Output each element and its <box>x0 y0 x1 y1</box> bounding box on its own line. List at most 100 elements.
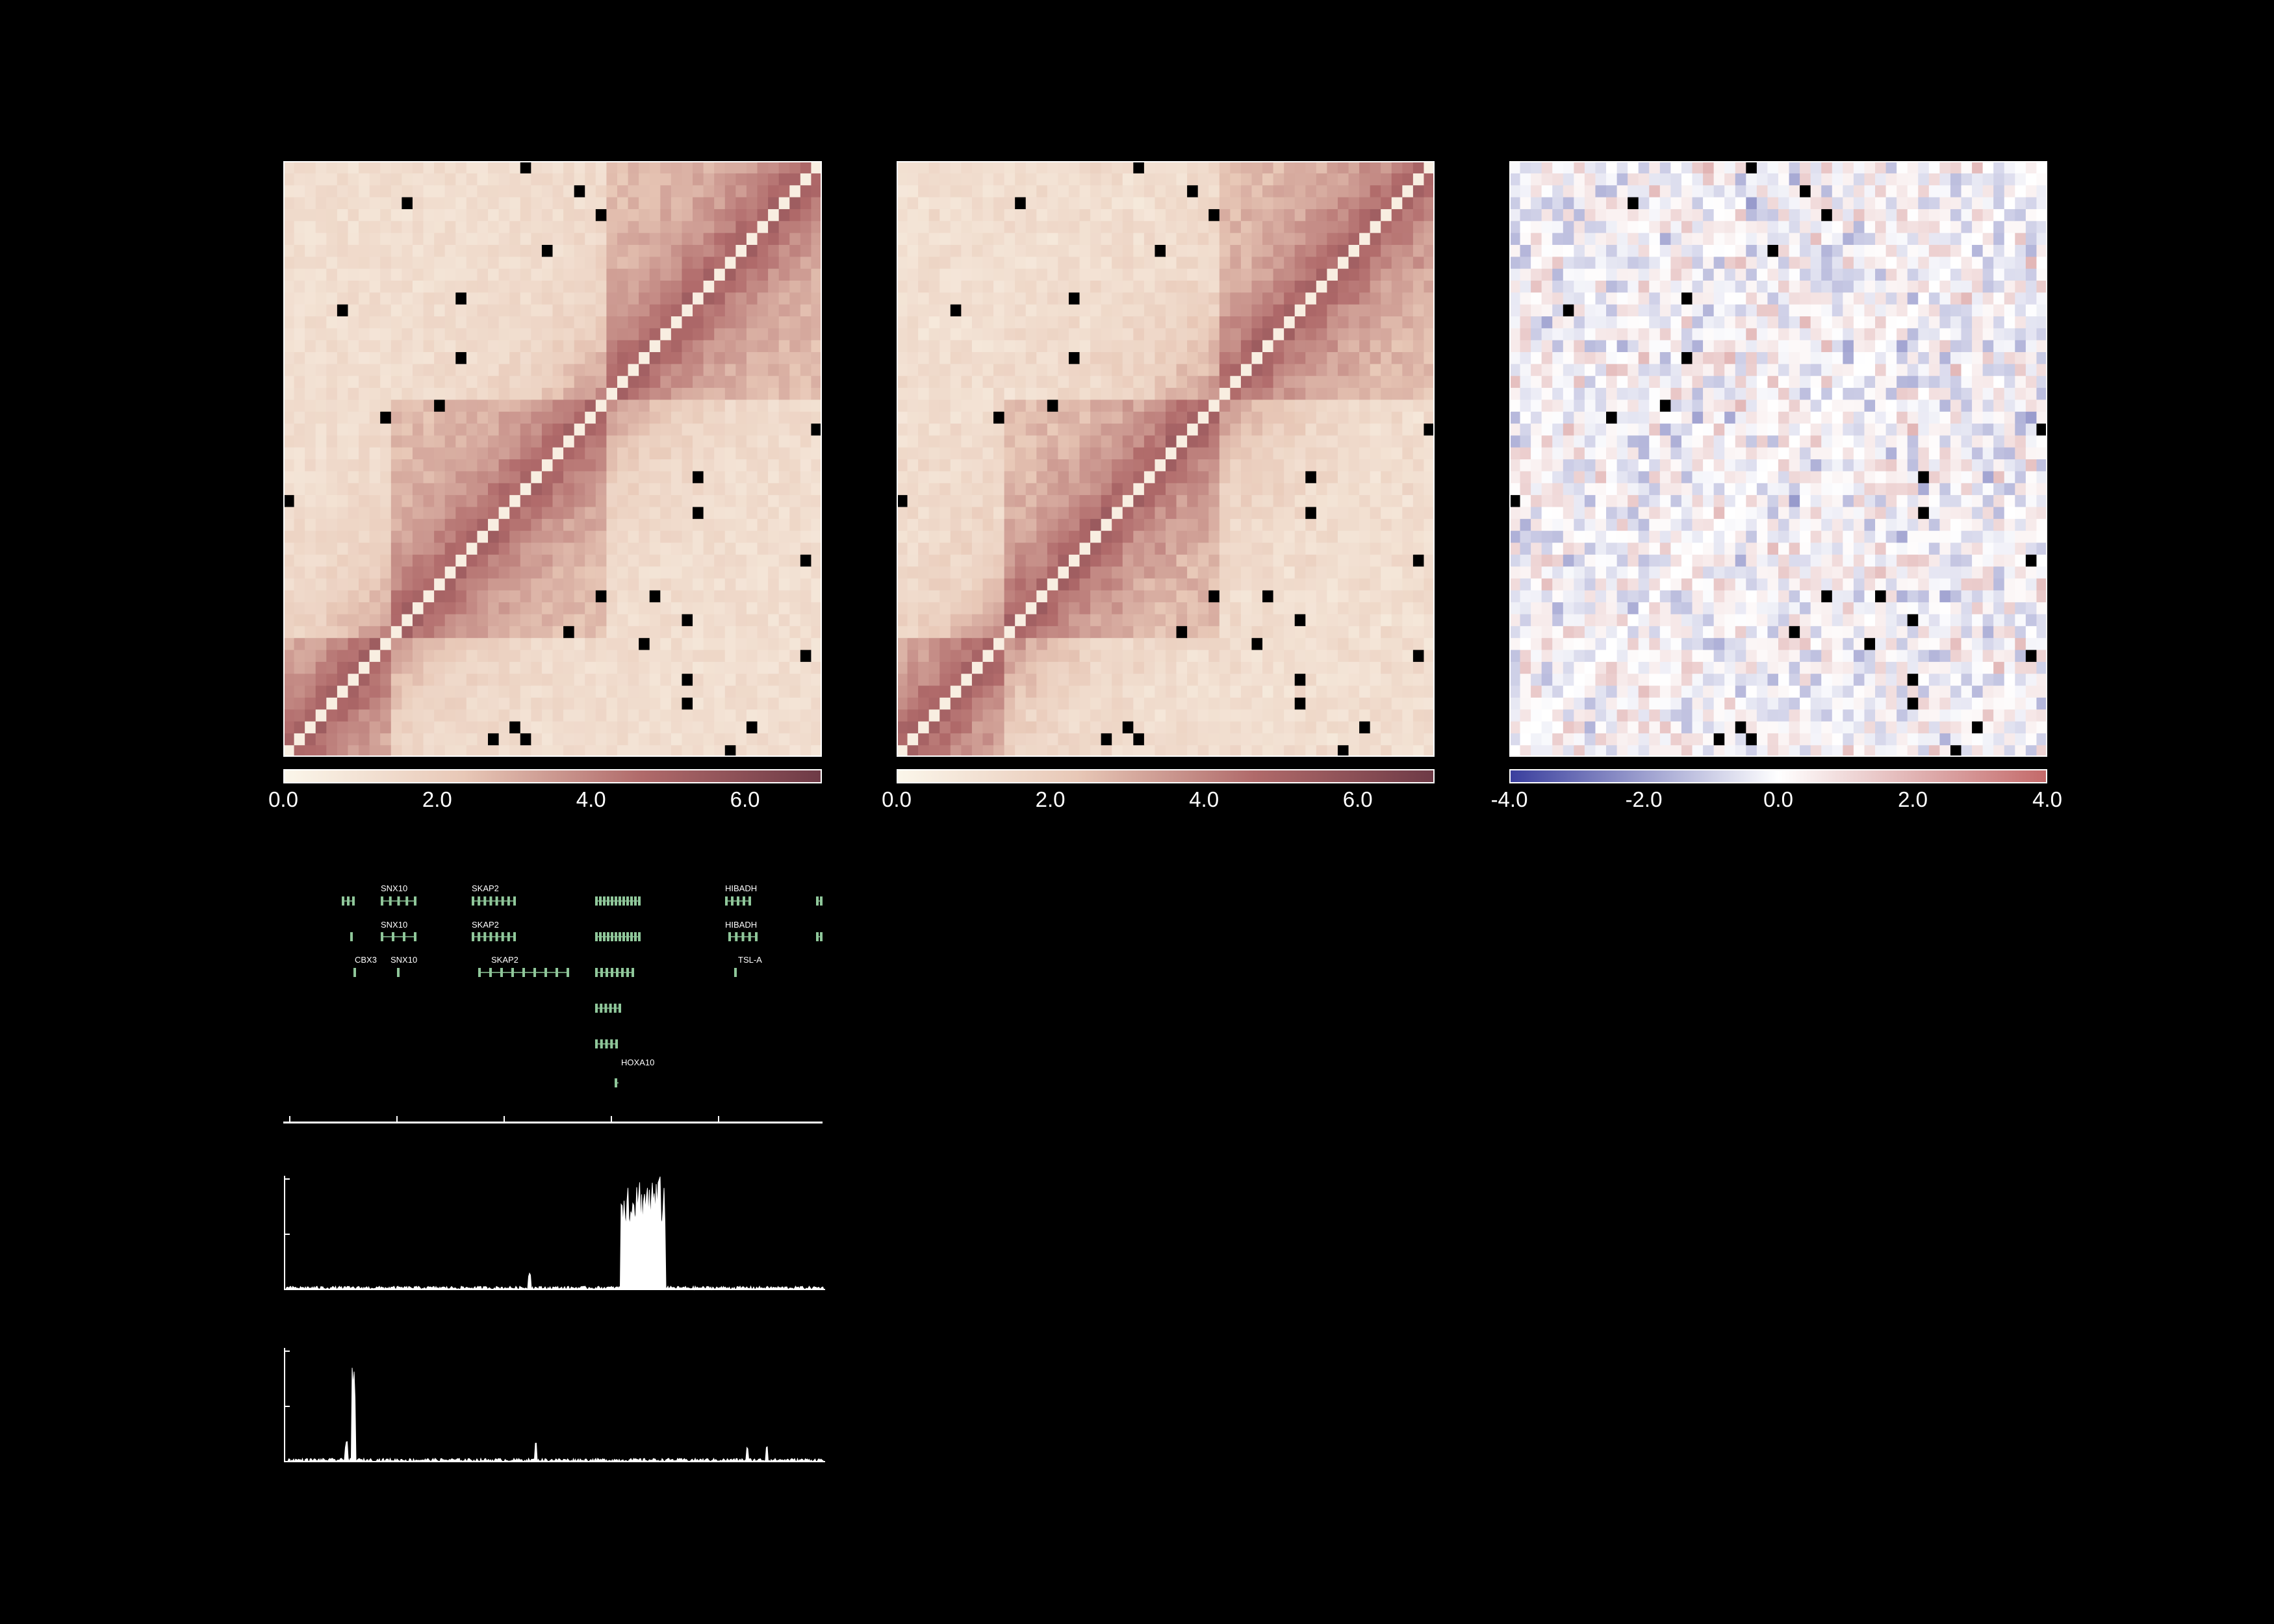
heatmap-cell <box>789 423 801 436</box>
heatmap-cell <box>693 316 704 329</box>
heatmap-cell <box>1143 720 1156 733</box>
heatmap-cell <box>488 304 500 317</box>
heatmap-cell <box>735 197 747 209</box>
heatmap-cell <box>1262 327 1274 340</box>
heatmap-cell <box>928 327 940 340</box>
heatmap-cell <box>1004 518 1016 531</box>
heatmap-cell <box>520 566 531 579</box>
heatmap-cell <box>1133 209 1145 222</box>
heatmap-cell <box>1251 411 1263 424</box>
heatmap-cell <box>380 268 392 281</box>
heatmap-cell <box>1402 518 1414 531</box>
heatmap-cell <box>1284 304 1296 317</box>
heatmap-cell <box>552 577 564 590</box>
heatmap-cell <box>520 244 531 257</box>
heatmap-cell <box>982 744 994 757</box>
heatmap-cell <box>1370 411 1381 424</box>
heatmap-cell <box>649 554 661 567</box>
heatmap-cell <box>1143 483 1156 496</box>
heatmap-cell <box>778 613 790 626</box>
heatmap-cell <box>1316 244 1327 257</box>
heatmap-cell <box>315 733 327 746</box>
heatmap-cell <box>703 518 715 531</box>
heatmap-cell <box>1262 661 1274 674</box>
heatmap-cell <box>1262 351 1274 364</box>
heatmap-cell <box>1036 173 1048 186</box>
heatmap-cell <box>1143 685 1156 698</box>
heatmap-cell <box>800 161 812 173</box>
heatmap-cell <box>757 256 769 269</box>
heatmap-cell <box>1284 542 1296 555</box>
heatmap-cell <box>1412 280 1425 293</box>
heatmap-cell <box>1047 530 1058 543</box>
heatmap-cell <box>660 399 672 412</box>
heatmap-cell <box>1155 292 1166 305</box>
heatmap-cell <box>1068 411 1080 424</box>
heatmap-cell <box>1230 530 1242 543</box>
heatmap-cell <box>907 375 919 388</box>
heatmap-cell <box>1112 340 1123 353</box>
heatmap-cell <box>1079 637 1091 650</box>
heatmap-cell <box>1412 209 1425 222</box>
heatmap-cell <box>1402 399 1414 412</box>
heatmap-cell <box>1036 351 1048 364</box>
heatmap-cell <box>1240 435 1253 448</box>
heatmap-cell <box>337 530 349 543</box>
heatmap-cell <box>1262 494 1274 507</box>
heatmap-cell <box>928 351 940 364</box>
heatmap-cell <box>1133 744 1145 757</box>
heatmap-cell <box>660 542 672 555</box>
heatmap-cell <box>897 518 908 531</box>
heatmap-cell <box>693 411 704 424</box>
heatmap-cell <box>1294 590 1306 603</box>
heatmap-cell <box>1025 590 1037 603</box>
heatmap-cell <box>1284 233 1296 245</box>
heatmap-cell <box>488 435 500 448</box>
heatmap-cell <box>768 447 780 460</box>
heatmap-cell <box>1112 423 1123 436</box>
heatmap-cell <box>1122 280 1134 293</box>
heatmap-cell <box>649 637 661 650</box>
heatmap-cell <box>939 590 951 603</box>
heatmap-cell <box>746 470 758 483</box>
heatmap-cell <box>305 161 316 173</box>
heatmap-cell <box>897 340 908 353</box>
heatmap-cell <box>283 506 295 519</box>
heatmap-cell <box>778 661 790 674</box>
heatmap-cell <box>714 459 726 472</box>
heatmap-cell <box>1025 673 1037 686</box>
heatmap-cell <box>1176 197 1188 209</box>
heatmap-cell <box>757 292 769 305</box>
heatmap-cell <box>1015 733 1027 746</box>
heatmap-cell <box>455 554 467 567</box>
heatmap-cell <box>337 720 349 733</box>
heatmap-cell <box>1219 590 1231 603</box>
heatmap-cell <box>789 244 801 257</box>
heatmap-cell <box>778 566 790 579</box>
heatmap-cell <box>369 184 381 197</box>
heatmap-cell <box>1208 173 1220 186</box>
heatmap-cell <box>531 447 543 460</box>
heatmap-cell <box>628 577 639 590</box>
heatmap-cell <box>1284 280 1296 293</box>
heatmap-cell <box>1402 733 1414 746</box>
heatmap-cell <box>315 470 327 483</box>
heatmap-cell <box>939 173 951 186</box>
heatmap-cell <box>1176 637 1188 650</box>
heatmap-cell <box>1284 268 1296 281</box>
heatmap-cell <box>617 577 629 590</box>
heatmap-cell <box>595 626 607 639</box>
heatmap-cell <box>444 506 456 519</box>
heatmap-cell <box>1197 268 1209 281</box>
heatmap-cell <box>509 209 521 222</box>
heatmap-cell <box>1337 720 1349 733</box>
heatmap-cell <box>369 649 381 662</box>
heatmap-cell <box>1381 673 1392 686</box>
heatmap-cell <box>1133 554 1145 567</box>
heatmap-cell <box>649 423 661 436</box>
heatmap-cell <box>982 649 994 662</box>
heatmap-cell <box>1219 649 1231 662</box>
heatmap-cell <box>294 661 305 674</box>
heatmap-cell <box>660 733 672 746</box>
heatmap-cell <box>907 506 919 519</box>
